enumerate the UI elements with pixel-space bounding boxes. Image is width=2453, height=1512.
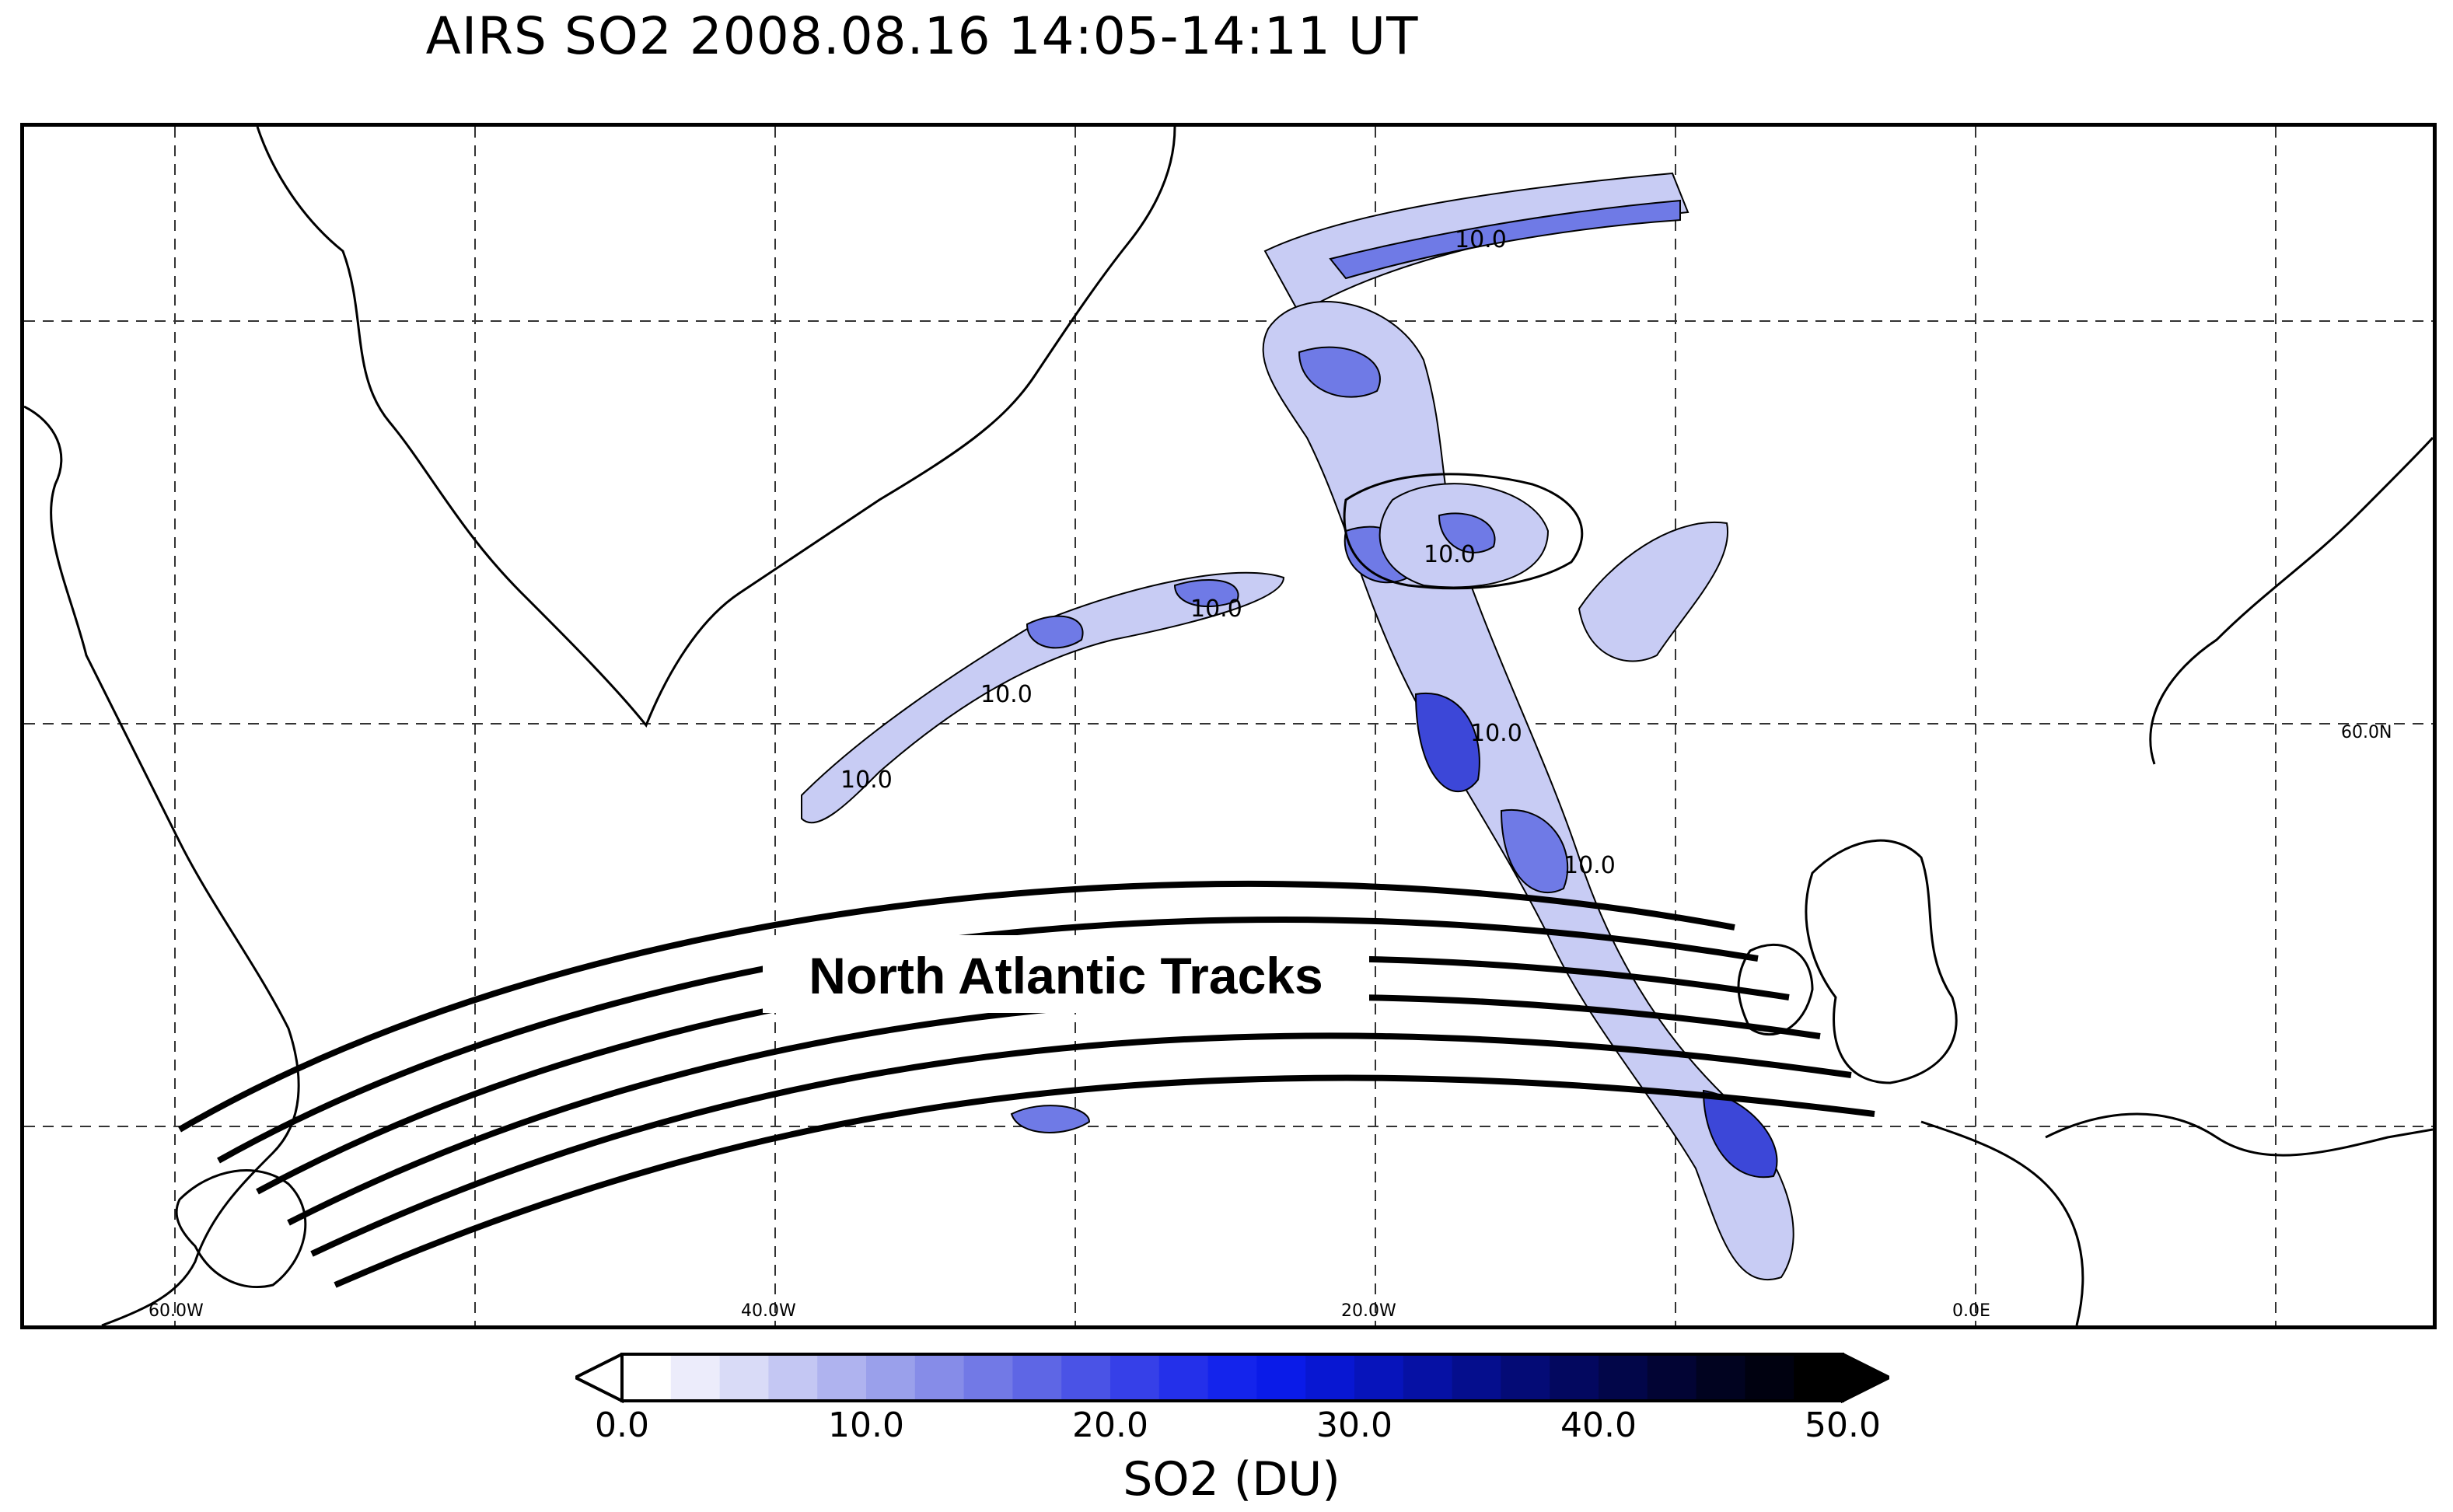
colorbar-outline <box>620 1353 1844 1402</box>
colorbar-tick-label: 10.0 <box>828 1405 904 1445</box>
tracks-label-box <box>763 935 1369 1013</box>
plume-eastern-arm <box>1578 521 1729 662</box>
britain-coast <box>1805 839 1958 1084</box>
colorbar-cell <box>622 1354 672 1401</box>
colorbar-cell <box>1696 1354 1745 1401</box>
colorbar-cells <box>622 1354 1843 1401</box>
track-6 <box>334 1074 1875 1288</box>
plume-central-core-1 <box>1298 346 1381 398</box>
colorbar-min-arrow <box>575 1353 624 1403</box>
lon-label: 40.0W <box>741 1301 796 1321</box>
tracks-label: North Atlantic Tracks <box>809 947 1323 1004</box>
contour-label: 10.0 <box>1470 720 1522 747</box>
colorbar-cell <box>1794 1354 1843 1401</box>
contour-label: 10.0 <box>840 766 893 794</box>
colorbar-cell <box>1256 1354 1306 1401</box>
newfoundland-coast <box>175 1169 307 1289</box>
colorbar-cell <box>1550 1354 1599 1401</box>
lat-label: 60.0N <box>2341 723 2392 742</box>
lon-label: 0.0E <box>1952 1301 1990 1321</box>
contour-label: 10.0 <box>1455 226 1507 253</box>
lon-labels: 60.0W 40.0W 20.0W 0.0E <box>149 1301 1990 1321</box>
colorbar-tick-label: 50.0 <box>1805 1405 1881 1445</box>
colorbar <box>575 1353 1889 1403</box>
plume-central-core-4 <box>1500 808 1569 893</box>
colorbar-cell <box>1305 1354 1355 1401</box>
plume-central-core-5 <box>1702 1089 1778 1179</box>
greenland-coast <box>256 127 1176 728</box>
plume-northern-core <box>1329 199 1681 280</box>
contour-label: 10.0 <box>980 681 1033 708</box>
plume-western-core-1 <box>1026 615 1084 649</box>
contour-label: 10.0 <box>1424 541 1476 568</box>
contour-label: 10.0 <box>1190 595 1242 623</box>
plume-small-blob <box>1010 1105 1091 1133</box>
lon-label: 20.0W <box>1341 1301 1396 1321</box>
colorbar-tick-label: 40.0 <box>1560 1405 1637 1445</box>
lon-label: 60.0W <box>149 1301 204 1321</box>
colorbar-cell <box>963 1354 1013 1401</box>
colorbar-cell <box>768 1354 818 1401</box>
colorbar-cell <box>1403 1354 1453 1401</box>
map-panel: North Atlantic Tracks 10.0 10.0 10.0 10.… <box>20 123 2437 1329</box>
colorbar-max-arrow <box>1841 1353 1889 1403</box>
colorbar-cell <box>1452 1354 1501 1401</box>
colorbar-cell <box>1061 1354 1111 1401</box>
colorbar-cell <box>1501 1354 1550 1401</box>
colorbar-cell <box>817 1354 867 1401</box>
coastlines <box>24 127 2433 1325</box>
iceland-coast <box>1343 473 1584 590</box>
contour-labels: 10.0 10.0 10.0 10.0 10.0 10.0 10.0 <box>840 226 1616 879</box>
colorbar-tick-label: 0.0 <box>595 1405 649 1445</box>
colorbar-cell <box>866 1354 916 1401</box>
colorbar-cell <box>1599 1354 1648 1401</box>
colorbar-cell <box>670 1354 721 1401</box>
map-canvas: North Atlantic Tracks 10.0 10.0 10.0 10.… <box>24 127 2433 1325</box>
scandinavia-coast <box>2149 436 2433 765</box>
colorbar-cell <box>1158 1354 1209 1401</box>
plume-central-core-3 <box>1414 692 1480 793</box>
figure-title: AIRS SO2 2008.08.16 14:05-14:11 UT <box>425 6 1419 66</box>
graticule <box>24 127 2433 1325</box>
colorbar-cell <box>1354 1354 1404 1401</box>
track-1 <box>177 880 1735 1133</box>
colorbar-cell <box>1745 1354 1794 1401</box>
colorbar-tick-label: 30.0 <box>1316 1405 1392 1445</box>
colorbar-title: SO2 (DU) <box>1123 1452 1340 1507</box>
plume-iceland-core <box>1438 512 1496 553</box>
colorbar-cell <box>1647 1354 1697 1401</box>
colorbar-cell <box>1207 1354 1257 1401</box>
canada-coast <box>24 405 300 1325</box>
so2-plume <box>801 172 1794 1281</box>
colorbar-cell <box>1110 1354 1160 1401</box>
track-5 <box>310 1032 1852 1257</box>
plume-western-core-2 <box>1173 579 1239 607</box>
europe-coast <box>1920 1112 2433 1325</box>
contour-label: 10.0 <box>1564 852 1616 879</box>
colorbar-cell <box>1012 1354 1062 1401</box>
track-4 <box>287 993 1821 1226</box>
colorbar-cell <box>719 1354 769 1401</box>
colorbar-tick-label: 20.0 <box>1072 1405 1148 1445</box>
colorbar-cell <box>914 1354 965 1401</box>
